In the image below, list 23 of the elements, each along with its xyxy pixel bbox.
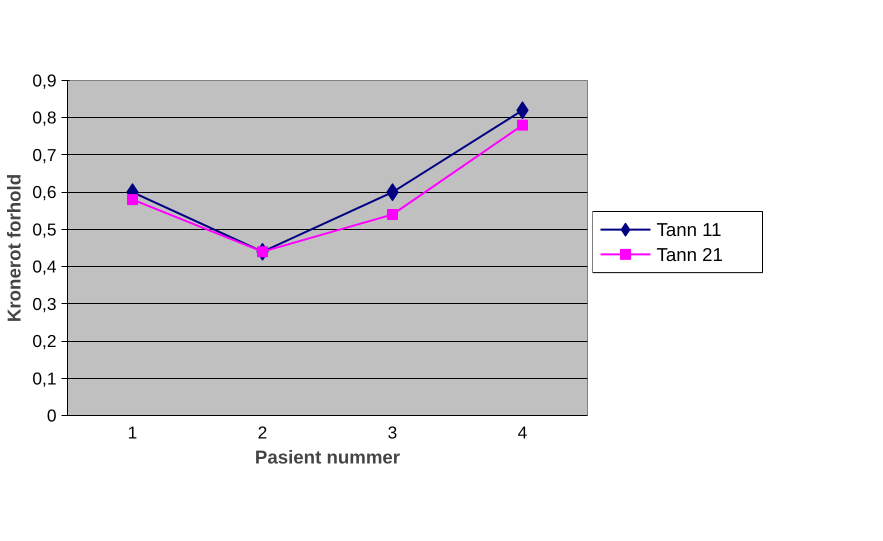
x-tick-label: 4	[518, 422, 528, 442]
point	[516, 101, 529, 120]
point	[517, 120, 528, 131]
y-tick-label: 0,3	[32, 294, 57, 314]
legend-label: Tann 21	[656, 244, 723, 265]
x-axis-title: Pasient nummer	[254, 446, 400, 468]
y-tick-label: 0,4	[32, 256, 57, 277]
y-tick-label: 0,8	[32, 108, 57, 128]
x-tick-label: 1	[128, 422, 138, 442]
y-axis-title: Kronerot forhold	[3, 174, 24, 322]
x-tick-label: 3	[388, 422, 398, 442]
point	[386, 183, 399, 202]
y-tick-label: 0,9	[32, 70, 57, 90]
y-tick-label: 0,6	[32, 182, 57, 202]
y-tick-label: 0,1	[32, 368, 57, 388]
point	[127, 194, 138, 206]
point	[387, 209, 398, 220]
y-tick-label: 0,7	[32, 144, 57, 165]
y-tick-label: 0,2	[32, 331, 57, 352]
legend-label: Tann 11	[656, 219, 722, 240]
y-tick-label: 0,5	[32, 219, 57, 240]
y-tick-label: 0	[46, 406, 57, 426]
x-tick-label: 2	[258, 422, 268, 442]
